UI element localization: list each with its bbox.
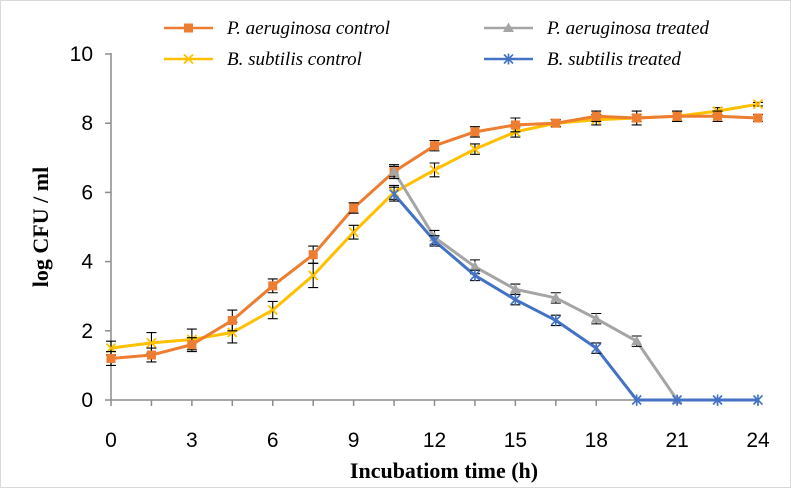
data-point xyxy=(227,327,238,338)
data-point xyxy=(712,394,723,406)
data-point xyxy=(469,261,481,271)
data-point xyxy=(388,188,400,200)
y-tick-label: 4 xyxy=(81,251,93,274)
x-tick-label: 6 xyxy=(267,429,279,452)
data-point xyxy=(146,350,156,360)
data-point xyxy=(429,164,440,176)
legend-label-0: P. aeruginosa control xyxy=(226,18,390,39)
series-line-3 xyxy=(392,193,758,402)
data-point xyxy=(631,394,642,406)
data-point xyxy=(590,313,602,323)
y-tick-label: 8 xyxy=(81,112,93,135)
data-point xyxy=(752,99,764,110)
legend-marker-1 xyxy=(503,22,514,32)
legend-marker-0 xyxy=(184,23,193,33)
data-point xyxy=(227,315,237,325)
legend-marker-2 xyxy=(183,53,194,65)
data-point xyxy=(510,120,520,130)
legend: P. aeruginosa control P. aeruginosa trea… xyxy=(164,18,710,70)
legend-marker-shape xyxy=(503,22,514,32)
legend-marker-shape xyxy=(183,53,194,65)
x-tick-label: 0 xyxy=(105,429,117,452)
data-point xyxy=(146,337,157,349)
data-point xyxy=(550,292,562,302)
y-tick-label: 6 xyxy=(81,181,93,204)
legend-marker-shape xyxy=(503,53,514,65)
series-2 xyxy=(105,99,764,356)
data-point xyxy=(187,340,197,350)
legend-item-0: P. aeruginosa control xyxy=(164,18,390,39)
x-tick-label: 12 xyxy=(423,429,446,452)
legend-label-1: P. aeruginosa treated xyxy=(546,18,710,39)
series-layer xyxy=(105,99,764,406)
data-point xyxy=(348,227,359,238)
x-tick-label: 9 xyxy=(348,429,360,452)
legend-item-3: B. subtilis treated xyxy=(484,49,681,70)
legend-label-2: B. subtilis control xyxy=(227,49,362,70)
data-point xyxy=(106,353,116,363)
data-point xyxy=(509,283,521,294)
data-point xyxy=(469,144,481,155)
data-point xyxy=(470,127,480,137)
y-tick-group: 0 2 4 6 8 10 xyxy=(70,43,111,412)
y-axis-title: log CFU / ml xyxy=(28,167,53,287)
axes xyxy=(110,53,758,401)
data-point xyxy=(550,314,561,326)
data-point xyxy=(469,269,481,281)
y-tick-label: 10 xyxy=(70,43,93,66)
legend-item-1: P. aeruginosa treated xyxy=(484,18,710,39)
data-point xyxy=(551,118,561,128)
data-point xyxy=(591,111,601,121)
data-point xyxy=(267,304,278,316)
series-1 xyxy=(388,164,683,404)
data-point xyxy=(631,335,643,346)
data-point xyxy=(752,394,764,406)
data-point xyxy=(268,281,278,291)
x-tick-label: 18 xyxy=(585,429,608,452)
x-axis-title: Incubatiom time (h) xyxy=(350,458,538,483)
y-tick-label: 2 xyxy=(81,320,93,343)
x-tick-label: 15 xyxy=(504,429,527,452)
data-point xyxy=(388,166,400,176)
legend-label-3: B. subtilis treated xyxy=(547,49,681,70)
x-tick-label: 3 xyxy=(186,429,198,452)
data-point xyxy=(510,294,521,306)
x-tick-group: 0 3 6 9 12 15 18 21 24 xyxy=(105,400,770,452)
data-point xyxy=(753,113,763,123)
data-point xyxy=(349,203,359,213)
data-point xyxy=(429,235,440,247)
legend-marker-shape xyxy=(184,23,193,33)
data-point xyxy=(591,342,602,354)
data-point xyxy=(430,141,439,151)
legend-item-2: B. subtilis control xyxy=(164,49,362,70)
x-tick-label: 24 xyxy=(746,429,770,452)
y-tick-label: 0 xyxy=(81,389,93,412)
legend-marker-3 xyxy=(503,53,514,65)
data-point xyxy=(672,111,682,121)
series-line-1 xyxy=(392,170,679,401)
data-point xyxy=(308,250,318,260)
series-3 xyxy=(388,186,764,406)
x-tick-label: 21 xyxy=(665,429,688,452)
data-point xyxy=(672,394,683,406)
data-point xyxy=(632,113,642,123)
data-point xyxy=(713,111,723,121)
data-point xyxy=(308,270,319,281)
